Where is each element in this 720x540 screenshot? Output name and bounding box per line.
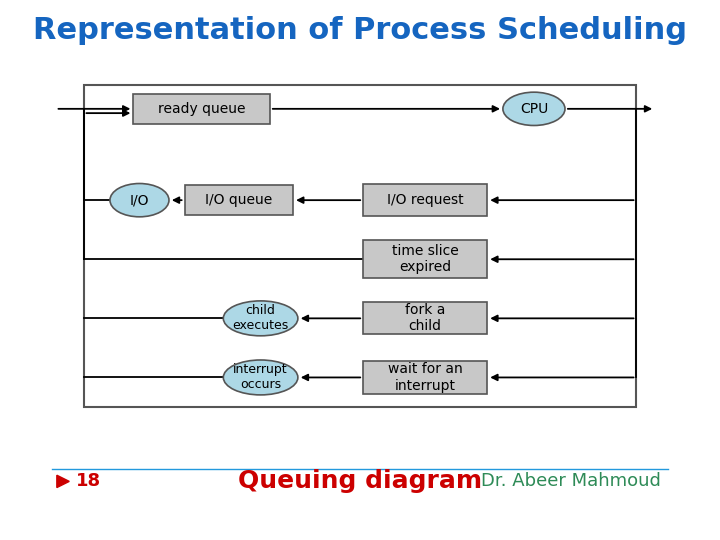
- Text: Queuing diagram: Queuing diagram: [238, 469, 482, 494]
- Ellipse shape: [110, 184, 169, 217]
- Text: fork a
child: fork a child: [405, 303, 446, 333]
- Text: ready queue: ready queue: [158, 102, 246, 116]
- Text: Dr. Abeer Mahmoud: Dr. Abeer Mahmoud: [482, 472, 661, 490]
- Text: time slice
expired: time slice expired: [392, 244, 459, 274]
- Text: I/O request: I/O request: [387, 193, 464, 207]
- FancyBboxPatch shape: [184, 185, 293, 215]
- Polygon shape: [57, 475, 69, 488]
- Text: child
executes: child executes: [233, 305, 289, 332]
- FancyBboxPatch shape: [363, 361, 487, 394]
- Ellipse shape: [223, 301, 298, 336]
- Ellipse shape: [503, 92, 565, 125]
- Text: wait for an
interrupt: wait for an interrupt: [388, 362, 463, 393]
- FancyBboxPatch shape: [363, 302, 487, 334]
- FancyBboxPatch shape: [363, 240, 487, 278]
- FancyBboxPatch shape: [363, 184, 487, 217]
- Text: I/O: I/O: [130, 193, 149, 207]
- Ellipse shape: [223, 360, 298, 395]
- Text: CPU: CPU: [520, 102, 548, 116]
- Text: Representation of Process Scheduling: Representation of Process Scheduling: [33, 16, 687, 45]
- Text: 18: 18: [76, 472, 101, 490]
- FancyBboxPatch shape: [133, 94, 270, 124]
- Text: I/O queue: I/O queue: [205, 193, 272, 207]
- Text: interrupt
occurs: interrupt occurs: [233, 363, 288, 392]
